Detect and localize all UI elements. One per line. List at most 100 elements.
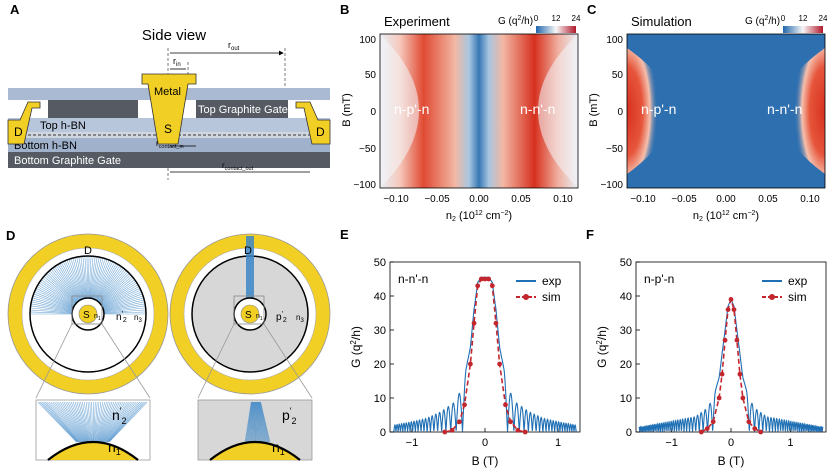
ray-line bbox=[247, 401, 253, 443]
zoom-connector bbox=[197, 323, 235, 399]
top-graphite-gate-right bbox=[196, 100, 288, 118]
panel-letter-c: C bbox=[587, 2, 597, 17]
ray-line bbox=[97, 295, 144, 312]
series-sim-point bbox=[467, 361, 473, 367]
series-sim-point bbox=[449, 427, 455, 433]
ray-line bbox=[50, 269, 82, 307]
ray-line bbox=[35, 289, 80, 311]
bottom-hbn-label: Bottom h-BN bbox=[14, 140, 77, 152]
ray-line bbox=[102, 401, 126, 443]
series-sim-point bbox=[442, 429, 448, 435]
simulation-lobe-right bbox=[781, 48, 825, 174]
drain-contact-left bbox=[7, 101, 41, 145]
ray-line bbox=[45, 274, 81, 308]
ray-line bbox=[258, 401, 267, 443]
ray-line bbox=[89, 401, 93, 443]
y-tick: 50 bbox=[365, 70, 377, 81]
experiment-x-label: n2 (1012 cm−2) bbox=[446, 210, 512, 223]
legend-exp-label: exp bbox=[788, 274, 808, 288]
bottom-hbn bbox=[8, 138, 330, 152]
panel-f-line-chart: F 50 40 30 20 10 0 −1 0 1 G (q2/h) B (T)… bbox=[586, 227, 827, 468]
experiment-colorbar bbox=[536, 26, 576, 33]
ray-line bbox=[37, 284, 80, 310]
ring-left-source bbox=[78, 304, 98, 324]
y-tick: 50 bbox=[612, 70, 624, 81]
ray-line bbox=[54, 266, 83, 307]
bottom-graphite-gate-label: Bottom Graphite Gate bbox=[14, 155, 121, 167]
chart-e-x-ticks: −1 0 1 bbox=[406, 437, 561, 449]
ray-line bbox=[54, 401, 82, 443]
zoom-left: n′2 n1 bbox=[35, 399, 151, 461]
experiment-y-ticks: 100 50 0 −50 −100 bbox=[353, 35, 376, 191]
simulation-y-ticks: 100 50 0 −50 −100 bbox=[600, 35, 623, 191]
chart-f-y-ticks: 50 40 30 20 10 0 bbox=[620, 257, 632, 439]
ray-line bbox=[101, 401, 124, 443]
metal-label: Metal bbox=[154, 86, 181, 98]
ray-line bbox=[43, 401, 79, 443]
ray-line bbox=[59, 401, 84, 443]
ray-line bbox=[89, 257, 102, 305]
series-sim-point bbox=[710, 419, 716, 425]
panel-letter-d: D bbox=[6, 228, 15, 243]
ray-line bbox=[50, 401, 81, 443]
zoom-right-p2-label: p′2 bbox=[282, 406, 297, 426]
series-sim-point bbox=[704, 426, 710, 431]
zoom-right: p′2 n1 bbox=[197, 399, 313, 461]
ray-line bbox=[98, 401, 115, 443]
drain-label-right: D bbox=[316, 125, 325, 139]
ray-line bbox=[90, 257, 104, 305]
ray-line bbox=[256, 401, 261, 443]
ray-line bbox=[246, 401, 253, 443]
ray-line bbox=[64, 260, 85, 305]
series-sim-point bbox=[731, 307, 737, 312]
ray-line bbox=[245, 401, 253, 443]
ray-line bbox=[251, 401, 255, 443]
ring-right-drain-label: D bbox=[244, 245, 252, 257]
simulation-colorbar bbox=[783, 26, 823, 33]
ray-line bbox=[61, 262, 84, 306]
series-exp-line bbox=[638, 297, 824, 433]
colorbar-tick: 0 bbox=[781, 14, 786, 23]
series-sim-point bbox=[737, 371, 743, 377]
ray-line bbox=[96, 280, 137, 309]
ray-line bbox=[105, 401, 137, 443]
panel-letter-e: E bbox=[340, 227, 349, 242]
ray-line bbox=[68, 259, 85, 305]
ray-line bbox=[255, 401, 258, 443]
chart-e-annotation: n-n'-n bbox=[398, 272, 428, 286]
series-sim-point bbox=[725, 307, 731, 312]
ray-line bbox=[62, 261, 85, 306]
ray-line bbox=[94, 270, 127, 307]
ray-line bbox=[259, 401, 268, 443]
ray-line bbox=[38, 282, 80, 309]
ray-line bbox=[74, 401, 88, 443]
ray-line bbox=[99, 401, 116, 443]
side-view-title: Side view bbox=[142, 27, 206, 44]
ray-line bbox=[30, 307, 79, 314]
source-label: S bbox=[164, 122, 172, 136]
series-sim-point bbox=[497, 361, 503, 367]
ray-line bbox=[58, 401, 83, 443]
ray-line bbox=[96, 401, 105, 443]
series-sim-point bbox=[493, 320, 499, 326]
series-sim-point bbox=[515, 427, 521, 433]
series-sim-point bbox=[482, 276, 488, 282]
ray-line bbox=[46, 273, 82, 308]
chart-e-legend: exp sim bbox=[516, 274, 562, 304]
ray-line bbox=[251, 401, 254, 443]
zoom-connector bbox=[35, 323, 73, 399]
ring-right-source-label: S bbox=[245, 310, 252, 321]
ray-line bbox=[95, 274, 131, 308]
ray-line bbox=[41, 401, 78, 443]
ray-line bbox=[107, 401, 144, 443]
ring-right: D S n1 p′2 n3 bbox=[169, 233, 331, 395]
x-tick: 0 bbox=[728, 437, 734, 449]
ray-line bbox=[43, 276, 81, 308]
ray-line bbox=[253, 401, 255, 443]
ray-line bbox=[102, 401, 128, 443]
y-tick: −50 bbox=[359, 144, 376, 155]
y-tick: 0 bbox=[626, 427, 632, 439]
ray-line bbox=[249, 401, 254, 443]
x-tick: −0.05 bbox=[424, 194, 450, 205]
zoom-right-source-arc bbox=[209, 441, 301, 461]
